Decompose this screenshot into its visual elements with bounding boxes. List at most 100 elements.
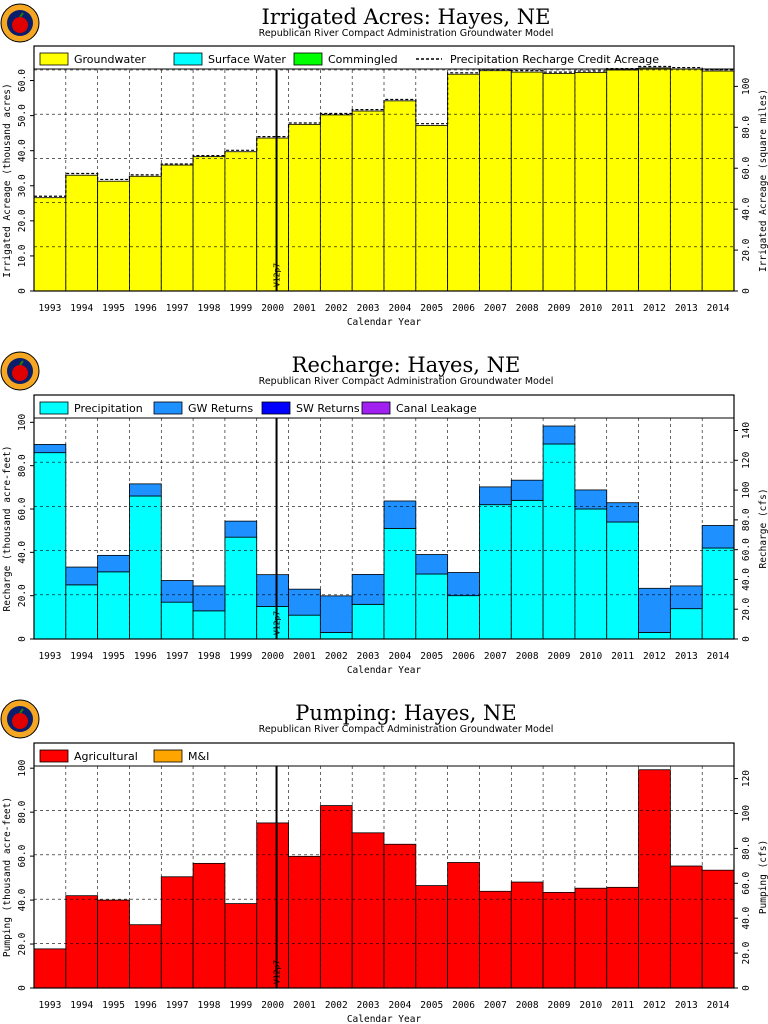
y2-tick-label: 100: [741, 805, 752, 822]
logo-leaf: [19, 708, 24, 714]
bar-agricultural-1998: [192, 862, 226, 989]
bar-precipitation-1995: [97, 571, 130, 640]
x-tick-label: 2006: [452, 1000, 475, 1011]
legend-swatch: [153, 749, 183, 763]
legend-label: Agricultural: [74, 750, 138, 763]
bar-gw-returns-1997: [160, 580, 194, 603]
y2-tick-label: 20.0: [741, 598, 752, 621]
legend-label: Groundwater: [74, 53, 146, 66]
x-tick-label: 2013: [675, 651, 698, 662]
chart-title: Pumping: Hayes, NE: [295, 701, 516, 725]
legend: Groundwater Surface Water Commingled Precip…: [39, 52, 659, 66]
bar-precipitation-1999: [224, 536, 258, 640]
bar-gw-returns-2010: [574, 489, 608, 510]
bar-gw-returns-2009: [542, 425, 576, 445]
bar-agricultural-2006: [447, 862, 480, 989]
bar-gw-returns-2013: [669, 585, 703, 610]
bar-gw-returns-2014: [701, 525, 735, 549]
bar-gw-returns-2004: [383, 500, 417, 529]
bar-gw-returns-2007: [479, 486, 512, 506]
bar-precipitation-2005: [415, 573, 449, 640]
y2-tick-label: 100: [741, 78, 752, 95]
bar-agricultural-2010: [574, 887, 608, 989]
y-tick-label: 40.0: [17, 139, 28, 162]
y2-tick-label: 20.0: [741, 238, 752, 261]
y2-axis-label: Irrigated Acreage (square miles): [758, 89, 768, 272]
legend: Agricultural M&I: [39, 749, 209, 763]
y2-tick-label: 80.0: [741, 837, 752, 860]
bar-precipitation-2009: [542, 443, 576, 640]
x-tick-label: 2003: [357, 1000, 380, 1011]
grid: [34, 417, 734, 639]
bar-agricultural-1999: [224, 903, 258, 989]
bar-groundwater-2010: [574, 72, 608, 292]
x-tick-label: 2001: [293, 1000, 316, 1011]
x-tick-label: 1995: [102, 303, 125, 314]
bar-precipitation-2008: [510, 499, 544, 640]
x-tick-label: 2002: [325, 303, 348, 314]
x-tick-label: 2014: [707, 1000, 730, 1011]
y-tick-label: 40.0: [17, 888, 28, 911]
bar-agricultural-1995: [97, 899, 130, 989]
bar-precipitation-2007: [479, 504, 512, 640]
bar-precipitation-2001: [288, 614, 321, 640]
x-tick-label: 2013: [675, 1000, 698, 1011]
x-tick-label: 1998: [198, 1000, 221, 1011]
bar-agricultural-1993: [33, 948, 67, 989]
bar-gw-returns-1995: [97, 554, 130, 573]
x-tick-label: 1995: [102, 651, 125, 662]
bar-groundwater-2003: [351, 110, 385, 292]
legend-swatch: [293, 52, 323, 66]
y-tick-label: 40.0: [17, 541, 28, 564]
y-tick-label: 80.0: [17, 454, 28, 477]
model-version-label: V12p7: [273, 960, 282, 984]
bar-gw-returns-1996: [129, 483, 162, 497]
y-axis-label: Pumping (thousand acre-feet): [2, 797, 13, 957]
x-tick-label: 2003: [357, 303, 380, 314]
y2-tick-label: 80.0: [741, 116, 752, 139]
bar-agricultural-2001: [288, 855, 321, 989]
x-tick-label: 1994: [70, 303, 93, 314]
bar-agricultural-2009: [542, 891, 576, 989]
chart-title: Recharge: Hayes, NE: [292, 353, 521, 377]
bar-groundwater-2008: [510, 71, 544, 292]
y2-tick-label: 40.0: [741, 197, 752, 220]
y2-tick-label: 60.0: [741, 538, 752, 561]
y-tick-label: 50.0: [17, 104, 28, 127]
bar-gw-returns-2001: [288, 588, 321, 616]
x-tick-label: 2010: [579, 303, 602, 314]
bar-groundwater-1994: [65, 174, 99, 292]
y-tick-label: 80.0: [17, 800, 28, 823]
bar-gw-returns-2006: [447, 572, 480, 597]
bar-agricultural-2003: [351, 832, 385, 989]
bar-gw-returns-1993: [33, 444, 67, 454]
bar-precipitation-1998: [192, 610, 226, 640]
bar-precipitation-1996: [129, 495, 162, 640]
bar-groundwater-2013: [669, 68, 703, 292]
bar-agricultural-2005: [415, 885, 449, 989]
x-tick-label: 2004: [388, 651, 411, 662]
x-tick-label: 1996: [134, 1000, 157, 1011]
x-tick-label: 2001: [293, 303, 316, 314]
y-axis-label: Recharge (thousand acre-feet): [2, 446, 13, 612]
chart-title: Irrigated Acres: Hayes, NE: [262, 5, 551, 29]
y-tick-label: 20.0: [17, 209, 28, 232]
x-tick-label: 1997: [166, 303, 189, 314]
x-tick-label: 1999: [229, 303, 252, 314]
x-tick-label: 2011: [611, 1000, 634, 1011]
legend-swatch: [173, 52, 203, 66]
bar-agricultural-2004: [383, 843, 417, 989]
x-tick-label: 2009: [548, 651, 571, 662]
logo-apple: [12, 713, 28, 729]
x-tick-label: 2007: [484, 1000, 507, 1011]
bar-gw-returns-2011: [606, 502, 639, 523]
x-tick-label: 2004: [388, 1000, 411, 1011]
x-tick-label: 2000: [261, 1000, 284, 1011]
bar-groundwater-2004: [383, 100, 417, 292]
x-tick-label: 2002: [325, 651, 348, 662]
legend-label: Precipitation Recharge Credit Acreage: [450, 53, 659, 66]
x-tick-label: 2009: [548, 303, 571, 314]
